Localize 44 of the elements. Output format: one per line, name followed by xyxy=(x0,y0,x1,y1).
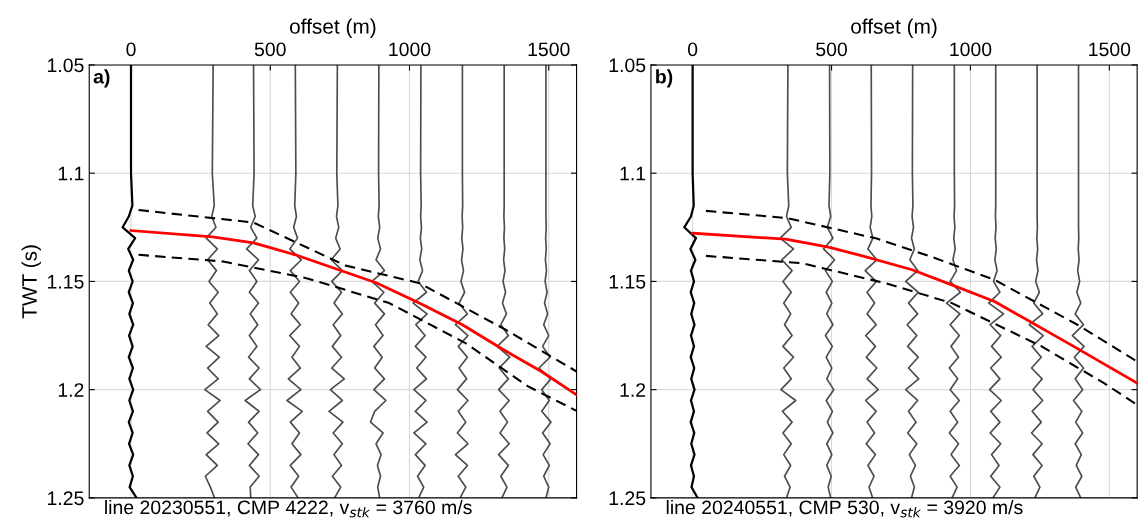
x-tick-label: 500 xyxy=(254,42,286,57)
line-series xyxy=(286,64,304,498)
text: line 20230551, CMP 4222, v$_{stk}$ = 3760 m/s xyxy=(105,499,472,518)
y-tick-label: 1.25 xyxy=(48,491,84,506)
y-tick-label: 1.1 xyxy=(620,166,646,181)
line-series xyxy=(691,231,1138,385)
line-series xyxy=(203,64,221,498)
x-axis-title: offset (m) xyxy=(289,18,376,38)
line-series xyxy=(945,64,962,498)
x-axis-title: offset (m) xyxy=(851,18,937,38)
y-tick-label: 1.05 xyxy=(48,58,84,73)
x-tick-label: 1000 xyxy=(950,42,992,57)
y-tick-label: 1.05 xyxy=(609,58,646,73)
line-series xyxy=(1028,64,1045,498)
line-series xyxy=(454,64,469,498)
line-series xyxy=(129,229,577,397)
line-series xyxy=(864,64,880,498)
y-tick-label: 1.2 xyxy=(58,383,84,397)
annotation: a) xyxy=(93,69,110,88)
y-tick-label: 1.1 xyxy=(58,166,84,181)
line-series xyxy=(538,64,552,498)
text: line 20240551, CMP 530, v$_{stk}$ = 3920 m/s xyxy=(666,499,1023,518)
line-series xyxy=(328,64,346,498)
line-series xyxy=(904,64,920,498)
x-tick-label: 500 xyxy=(816,42,847,57)
line-series xyxy=(369,64,387,498)
line-series xyxy=(987,64,1005,498)
y-tick-label: 1.15 xyxy=(48,275,84,289)
line-series xyxy=(496,64,511,498)
line-series xyxy=(779,64,797,498)
x-tick-label: 1500 xyxy=(528,42,570,57)
line-series xyxy=(244,64,262,498)
y-tick-label: 1.25 xyxy=(609,491,646,506)
x-tick-label: 1000 xyxy=(389,42,431,57)
y-tick-label: 1.2 xyxy=(620,383,646,397)
x-tick-label: 0 xyxy=(687,42,698,57)
x-tick-label: 1500 xyxy=(1089,42,1131,57)
line-series xyxy=(1071,64,1085,498)
annotation: b) xyxy=(656,69,673,88)
y-tick-label: 1.15 xyxy=(609,275,646,289)
y-axis-title: TWT (s) xyxy=(21,245,41,319)
line-series xyxy=(412,64,428,498)
line-series xyxy=(822,64,836,498)
x-tick-label: 0 xyxy=(126,42,136,57)
